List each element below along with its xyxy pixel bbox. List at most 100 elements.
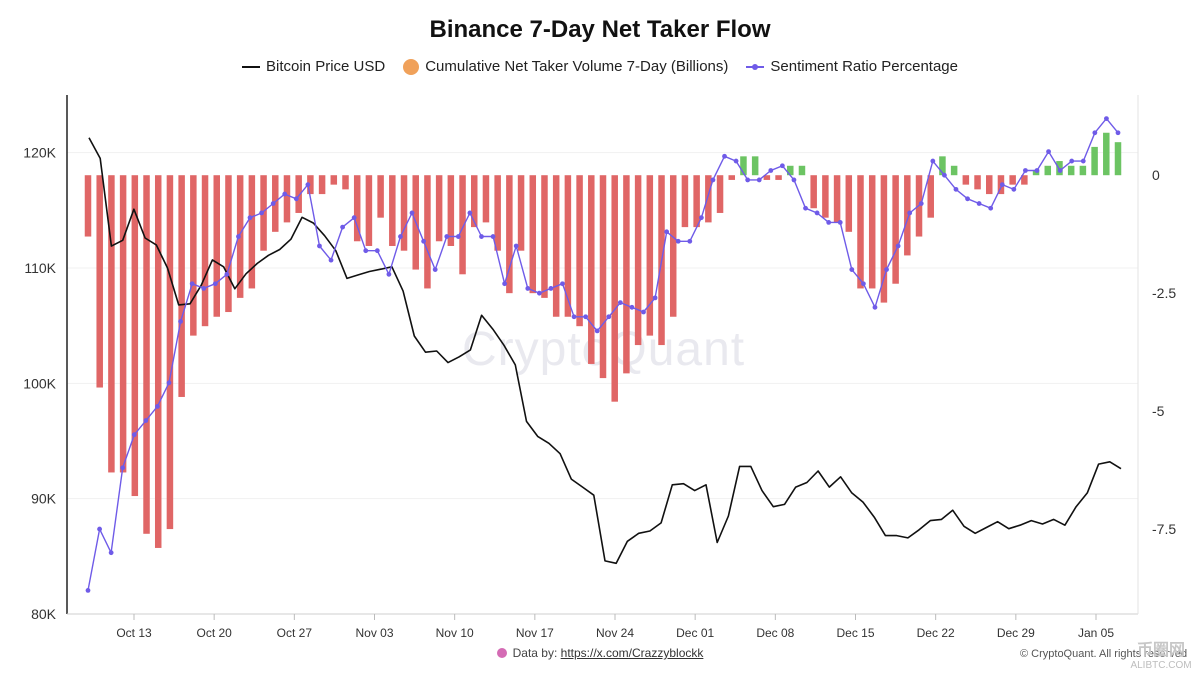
x-axis-tick-label: Nov 17 bbox=[516, 626, 554, 640]
sentiment-point bbox=[155, 404, 160, 409]
volume-bar bbox=[588, 175, 595, 364]
volume-bar bbox=[424, 175, 431, 289]
volume-bar bbox=[740, 156, 747, 176]
volume-bar bbox=[307, 175, 314, 195]
volume-bar bbox=[1021, 175, 1028, 185]
sentiment-point bbox=[85, 588, 91, 593]
legend-label-volume: Cumulative Net Taker Volume 7-Day (Billi… bbox=[425, 58, 729, 75]
sentiment-point bbox=[907, 210, 913, 216]
volume-bar bbox=[1079, 165, 1087, 176]
sentiment-point bbox=[1104, 116, 1109, 121]
right-axis-tick-label: -7.5 bbox=[1152, 521, 1176, 537]
sentiment-point bbox=[513, 243, 519, 249]
volume-bar bbox=[447, 175, 455, 246]
sentiment-point bbox=[490, 234, 496, 239]
sentiment-point bbox=[317, 243, 322, 249]
volume-bar bbox=[599, 175, 607, 379]
sentiment-point bbox=[1046, 149, 1051, 155]
x-axis-tick-label: Dec 22 bbox=[917, 626, 955, 640]
left-axis-tick-label: 100K bbox=[23, 375, 56, 391]
sentiment-point bbox=[814, 210, 820, 216]
sentiment-point bbox=[999, 182, 1005, 188]
volume-bar bbox=[868, 175, 876, 289]
volume-bar bbox=[646, 175, 654, 336]
volume-bar bbox=[810, 175, 817, 209]
sentiment-point bbox=[548, 286, 554, 291]
volume-bar bbox=[763, 175, 771, 180]
sentiment-point bbox=[1023, 168, 1028, 173]
sentiment-point bbox=[560, 281, 565, 287]
legend-item-volume[interactable]: Cumulative Net Taker Volume 7-Day (Billi… bbox=[403, 58, 728, 75]
source-link[interactable]: https://x.com/Crazzyblockk bbox=[560, 646, 704, 660]
sentiment-point bbox=[652, 295, 658, 301]
volume-bar bbox=[623, 175, 630, 374]
sentiment-point bbox=[270, 201, 276, 206]
volume-bar bbox=[541, 175, 548, 298]
sentiment-point bbox=[768, 168, 774, 173]
left-axis-tick-label: 80K bbox=[31, 606, 57, 622]
sentiment-point bbox=[479, 234, 484, 239]
legend-line-swatch bbox=[242, 65, 260, 68]
volume-bar bbox=[576, 175, 583, 327]
legend-item-price[interactable]: Bitcoin Price USD bbox=[242, 58, 385, 75]
volume-bar bbox=[798, 165, 806, 176]
x-axis-tick-label: Oct 27 bbox=[277, 626, 313, 640]
volume-bar bbox=[775, 175, 782, 180]
volume-bar bbox=[506, 175, 513, 294]
right-axis-tick-label: -5 bbox=[1152, 403, 1165, 419]
sentiment-point bbox=[467, 210, 473, 216]
volume-bar bbox=[494, 175, 501, 251]
sentiment-point bbox=[965, 196, 970, 202]
sentiment-point bbox=[189, 281, 195, 287]
sentiment-point bbox=[212, 281, 218, 287]
volume-bar bbox=[1009, 175, 1016, 185]
volume-bar bbox=[751, 156, 759, 176]
sentiment-point bbox=[305, 182, 311, 188]
volume-bar bbox=[435, 175, 443, 242]
volume-bar bbox=[353, 175, 361, 242]
sentiment-point bbox=[988, 205, 994, 211]
sentiment-point bbox=[826, 219, 832, 225]
site-logo-bottom: ALIBTC.COM bbox=[1130, 660, 1192, 671]
sentiment-point bbox=[1034, 168, 1040, 173]
volume-bar bbox=[1103, 132, 1110, 176]
volume-bar bbox=[880, 175, 888, 303]
volume-bar bbox=[1091, 146, 1098, 176]
volume-bar bbox=[482, 175, 490, 223]
volume-bar bbox=[1032, 170, 1040, 176]
volume-bar bbox=[166, 175, 174, 530]
sentiment-point bbox=[733, 158, 739, 164]
x-axis-tick-label: Dec 08 bbox=[756, 626, 794, 640]
volume-bar bbox=[143, 175, 150, 534]
volume-bar bbox=[400, 175, 408, 251]
x-axis-tick-label: Nov 10 bbox=[436, 626, 474, 640]
left-axis-tick-label: 90K bbox=[31, 491, 57, 507]
legend: Bitcoin Price USD Cumulative Net Taker V… bbox=[0, 58, 1200, 75]
sentiment-point bbox=[756, 177, 762, 183]
sentiment-point bbox=[1092, 130, 1098, 136]
volume-bar bbox=[225, 175, 232, 313]
sentiment-point bbox=[97, 526, 102, 532]
sentiment-point bbox=[1115, 130, 1121, 136]
right-axis-tick-label: 0 bbox=[1152, 167, 1160, 183]
sentiment-point bbox=[247, 215, 253, 221]
volume-bar bbox=[131, 175, 139, 497]
volume-bar bbox=[716, 175, 724, 213]
legend-item-sentiment[interactable]: Sentiment Ratio Percentage bbox=[746, 58, 958, 75]
sentiment-point bbox=[421, 238, 427, 244]
volume-bar bbox=[950, 165, 958, 176]
sentiment-point bbox=[444, 234, 450, 239]
sentiment-point bbox=[432, 267, 438, 272]
legend-marker-swatch bbox=[746, 61, 765, 73]
x-axis-tick-label: Oct 20 bbox=[196, 626, 232, 640]
volume-bar bbox=[295, 175, 302, 213]
footer-source: Data by: https://x.com/Crazzyblockk bbox=[0, 646, 1200, 660]
sentiment-point bbox=[374, 248, 380, 254]
sentiment-point bbox=[455, 234, 461, 239]
volume-bar bbox=[365, 175, 373, 246]
left-axis-tick-label: 120K bbox=[23, 145, 56, 161]
brain-icon bbox=[496, 648, 507, 658]
volume-bar bbox=[1067, 165, 1075, 176]
sentiment-point bbox=[675, 238, 681, 244]
sentiment-point bbox=[583, 314, 589, 320]
